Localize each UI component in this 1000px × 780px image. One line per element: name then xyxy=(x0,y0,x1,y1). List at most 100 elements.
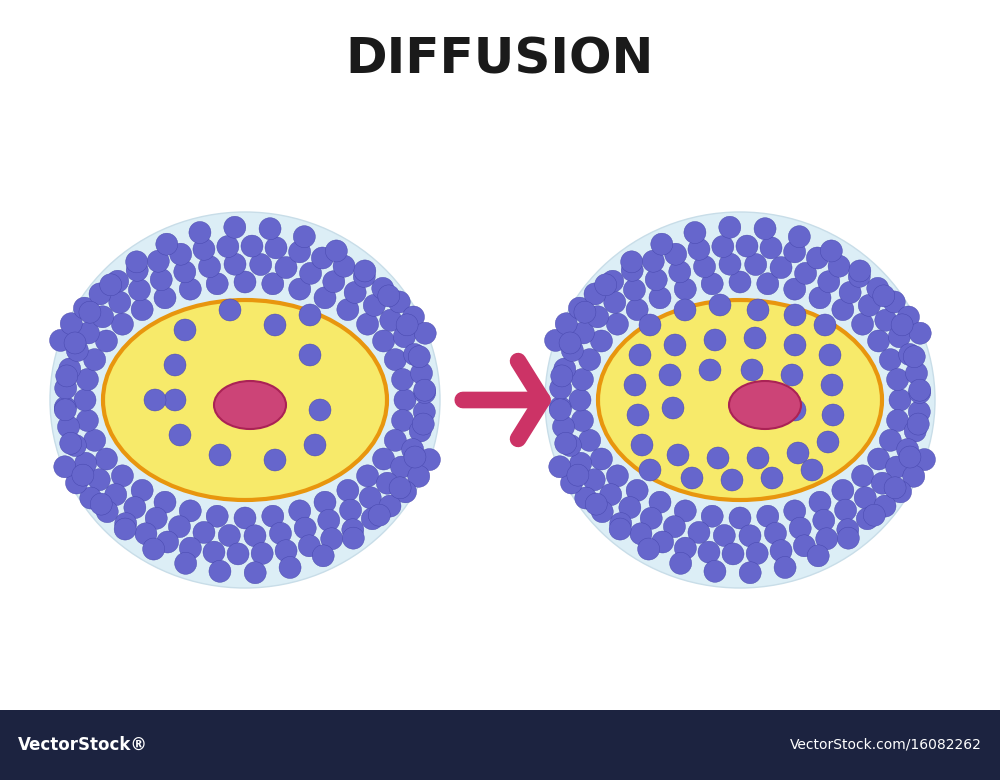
Ellipse shape xyxy=(561,339,583,361)
Ellipse shape xyxy=(741,359,763,381)
Ellipse shape xyxy=(393,326,415,348)
Ellipse shape xyxy=(681,467,703,489)
Ellipse shape xyxy=(103,300,387,500)
Ellipse shape xyxy=(584,283,606,305)
Ellipse shape xyxy=(793,535,815,557)
Ellipse shape xyxy=(609,518,631,540)
Ellipse shape xyxy=(404,446,426,468)
Ellipse shape xyxy=(408,466,430,488)
Ellipse shape xyxy=(262,505,284,527)
Ellipse shape xyxy=(757,505,779,527)
Ellipse shape xyxy=(651,233,673,255)
Ellipse shape xyxy=(209,560,231,583)
Ellipse shape xyxy=(402,438,424,460)
Ellipse shape xyxy=(642,250,664,272)
Ellipse shape xyxy=(621,251,643,273)
Ellipse shape xyxy=(667,444,689,466)
Ellipse shape xyxy=(837,519,859,541)
Ellipse shape xyxy=(269,523,291,544)
Ellipse shape xyxy=(414,381,436,403)
Ellipse shape xyxy=(757,273,779,295)
Ellipse shape xyxy=(126,251,148,273)
Ellipse shape xyxy=(555,432,577,454)
Ellipse shape xyxy=(314,491,336,513)
Ellipse shape xyxy=(549,456,571,478)
Ellipse shape xyxy=(888,326,910,348)
Ellipse shape xyxy=(299,304,321,326)
Ellipse shape xyxy=(95,330,117,352)
Ellipse shape xyxy=(389,477,411,498)
Ellipse shape xyxy=(344,282,366,303)
Ellipse shape xyxy=(404,343,426,366)
Ellipse shape xyxy=(95,448,117,470)
Ellipse shape xyxy=(73,297,95,319)
Ellipse shape xyxy=(135,523,157,544)
Ellipse shape xyxy=(199,256,221,278)
Ellipse shape xyxy=(574,301,596,323)
Ellipse shape xyxy=(707,447,729,469)
Ellipse shape xyxy=(579,349,601,370)
Ellipse shape xyxy=(174,319,196,341)
Ellipse shape xyxy=(150,268,172,291)
Ellipse shape xyxy=(575,487,597,509)
Ellipse shape xyxy=(89,283,111,305)
Ellipse shape xyxy=(293,225,315,248)
Ellipse shape xyxy=(289,500,311,522)
Ellipse shape xyxy=(874,495,896,517)
Ellipse shape xyxy=(402,306,424,328)
Ellipse shape xyxy=(868,330,890,352)
Ellipse shape xyxy=(359,487,381,509)
Ellipse shape xyxy=(645,268,667,291)
Ellipse shape xyxy=(289,278,311,300)
Ellipse shape xyxy=(384,349,406,370)
Ellipse shape xyxy=(259,218,281,239)
Ellipse shape xyxy=(789,517,811,539)
Ellipse shape xyxy=(784,500,806,522)
Ellipse shape xyxy=(639,459,661,481)
Ellipse shape xyxy=(604,291,626,314)
Ellipse shape xyxy=(76,368,98,391)
Ellipse shape xyxy=(570,452,592,474)
Text: VectorStock®: VectorStock® xyxy=(18,736,148,754)
Ellipse shape xyxy=(774,556,796,579)
Ellipse shape xyxy=(764,523,786,544)
Ellipse shape xyxy=(852,465,874,487)
Ellipse shape xyxy=(414,379,436,401)
Ellipse shape xyxy=(567,464,589,486)
Ellipse shape xyxy=(722,543,744,565)
Ellipse shape xyxy=(549,396,571,419)
Ellipse shape xyxy=(801,459,823,481)
Ellipse shape xyxy=(784,278,806,300)
Ellipse shape xyxy=(909,379,931,401)
Ellipse shape xyxy=(244,525,266,547)
Ellipse shape xyxy=(627,404,649,426)
Ellipse shape xyxy=(868,448,890,470)
Ellipse shape xyxy=(568,297,590,319)
Ellipse shape xyxy=(84,429,106,452)
Ellipse shape xyxy=(709,294,731,316)
Ellipse shape xyxy=(821,374,843,396)
Ellipse shape xyxy=(76,410,98,431)
Ellipse shape xyxy=(384,429,406,452)
Ellipse shape xyxy=(312,544,334,567)
Ellipse shape xyxy=(164,354,186,376)
Ellipse shape xyxy=(88,469,110,491)
Ellipse shape xyxy=(585,493,607,515)
Ellipse shape xyxy=(713,524,735,547)
Ellipse shape xyxy=(90,493,112,515)
Ellipse shape xyxy=(323,271,345,292)
Ellipse shape xyxy=(410,362,432,385)
Ellipse shape xyxy=(770,540,792,562)
Ellipse shape xyxy=(193,521,215,544)
Ellipse shape xyxy=(100,274,122,296)
Ellipse shape xyxy=(203,541,225,563)
Ellipse shape xyxy=(649,287,671,309)
Ellipse shape xyxy=(897,306,919,328)
Ellipse shape xyxy=(559,332,581,354)
Ellipse shape xyxy=(380,309,402,332)
Ellipse shape xyxy=(164,389,186,411)
Ellipse shape xyxy=(244,562,266,583)
Ellipse shape xyxy=(904,420,926,442)
Ellipse shape xyxy=(807,544,829,567)
Ellipse shape xyxy=(856,508,878,530)
